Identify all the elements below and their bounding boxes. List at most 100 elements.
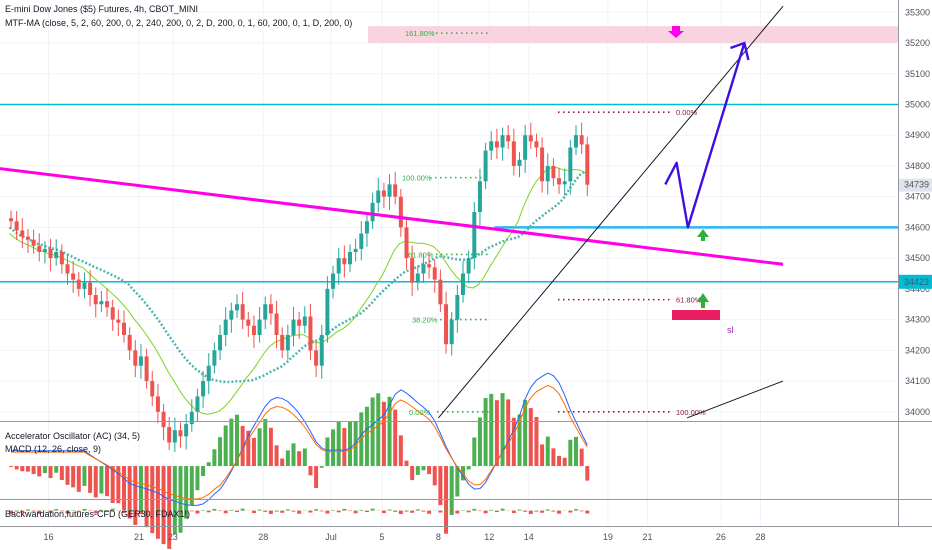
bw-bar	[410, 510, 415, 513]
trendlines[interactable]	[0, 5, 784, 419]
ac-bar	[9, 466, 13, 468]
candle-body	[54, 251, 59, 259]
ac-bar	[37, 466, 42, 477]
time-tick: 12	[484, 532, 494, 542]
ac-bar	[251, 437, 256, 467]
bw-bar	[274, 510, 279, 512]
bw-bar	[342, 508, 347, 511]
bw-bar	[31, 510, 36, 512]
candle-body	[506, 135, 511, 142]
ac-bar	[410, 466, 415, 481]
bw-bar	[206, 510, 211, 513]
candle-body	[517, 159, 522, 166]
ac-bar	[105, 466, 110, 497]
ac-bar	[201, 466, 206, 477]
ac-bar	[20, 466, 25, 472]
candle-body	[376, 190, 381, 203]
candle-body	[235, 304, 239, 311]
price-tick: 34500	[905, 253, 930, 263]
price-pane-bg	[0, 0, 898, 421]
candle-body	[201, 381, 206, 397]
ac-bar	[42, 466, 47, 474]
time-axis[interactable]: 1416212328Jul58121419212628	[0, 532, 766, 542]
candle-body	[500, 135, 505, 148]
ac-bar	[381, 401, 386, 467]
price-axis[interactable]: 35300 35200 35100 35000 34900 34800 34700 34600…	[899, 0, 932, 526]
ac-bar	[449, 466, 454, 515]
current-price-text: 34739	[904, 180, 929, 190]
ac-bar	[494, 400, 499, 467]
ac-bar	[523, 399, 528, 467]
candle-body	[246, 319, 251, 326]
price-pane[interactable]: 161.80% 100.00%61.80%38.20%0.00%0.00%61.…	[0, 0, 898, 526]
bw-bar	[14, 510, 19, 512]
candle-body	[308, 316, 313, 351]
candle-body	[189, 411, 194, 425]
stop-loss-box	[672, 310, 720, 320]
backwardation-pane[interactable]: 0	[9, 506, 910, 516]
candle-body	[93, 295, 98, 305]
bw-bar	[364, 510, 369, 513]
price-axis-bg	[899, 0, 932, 526]
candle-body	[410, 258, 415, 283]
bw-bar	[20, 510, 25, 513]
ac-bar	[421, 466, 426, 471]
candle-body	[325, 288, 330, 335]
ac-bar	[319, 466, 324, 468]
candles	[9, 122, 590, 453]
bw-bar	[25, 509, 30, 511]
candle-body	[461, 273, 465, 296]
candle-body	[432, 267, 437, 280]
price-tick: 34200	[905, 345, 930, 355]
bw-bar	[240, 508, 245, 511]
candle-body	[122, 322, 126, 335]
time-tick: 16	[44, 532, 54, 542]
bw-bar	[144, 510, 149, 512]
bw-bar	[167, 510, 172, 514]
candle-body	[540, 147, 545, 182]
bw-bar	[195, 510, 200, 514]
bw-bar	[99, 509, 104, 511]
ac-bar	[393, 409, 398, 467]
ac-bar	[240, 425, 245, 467]
indicator-legend: MTF-MA (close, 5, 2, 60, 200, 0, 2, 240,…	[5, 18, 353, 28]
bw-bar	[178, 510, 183, 513]
ac-bar	[161, 466, 166, 545]
candle-body	[285, 334, 290, 351]
candle-body	[155, 396, 160, 412]
trendline-ascending-channel-upper	[686, 380, 784, 419]
level-price-badge	[899, 274, 932, 289]
target-zone	[368, 26, 898, 44]
bw-bar	[235, 510, 239, 513]
bw-bar	[398, 510, 403, 514]
ac-bar	[466, 466, 471, 470]
candle-body	[444, 304, 449, 345]
bw-bar	[353, 510, 358, 514]
ac-bar	[218, 437, 223, 467]
bw-bar	[251, 510, 256, 513]
price-tick: 34400	[905, 284, 930, 294]
time-tick: 28	[258, 532, 268, 542]
bw-bar	[138, 510, 143, 514]
bw-bar	[223, 510, 228, 514]
ac-bar	[229, 418, 234, 467]
candle-body	[144, 356, 149, 382]
candle-body	[48, 248, 53, 259]
candle-body	[297, 319, 302, 326]
time-tick: 19	[603, 532, 613, 542]
ma-teal	[8, 169, 587, 384]
candle-body	[88, 282, 93, 296]
ac-bar	[404, 460, 409, 467]
time-tick: 21	[642, 532, 652, 542]
bw-bar	[229, 509, 234, 511]
candle-body	[99, 301, 104, 305]
candle-body	[438, 279, 443, 305]
bw-bar	[59, 510, 64, 512]
ac-bar	[387, 396, 392, 467]
ac-bar	[432, 466, 437, 486]
current-price-badge	[899, 178, 932, 192]
bw-bar	[189, 510, 194, 512]
bw-bar	[54, 509, 59, 511]
bw-bar	[359, 509, 364, 511]
